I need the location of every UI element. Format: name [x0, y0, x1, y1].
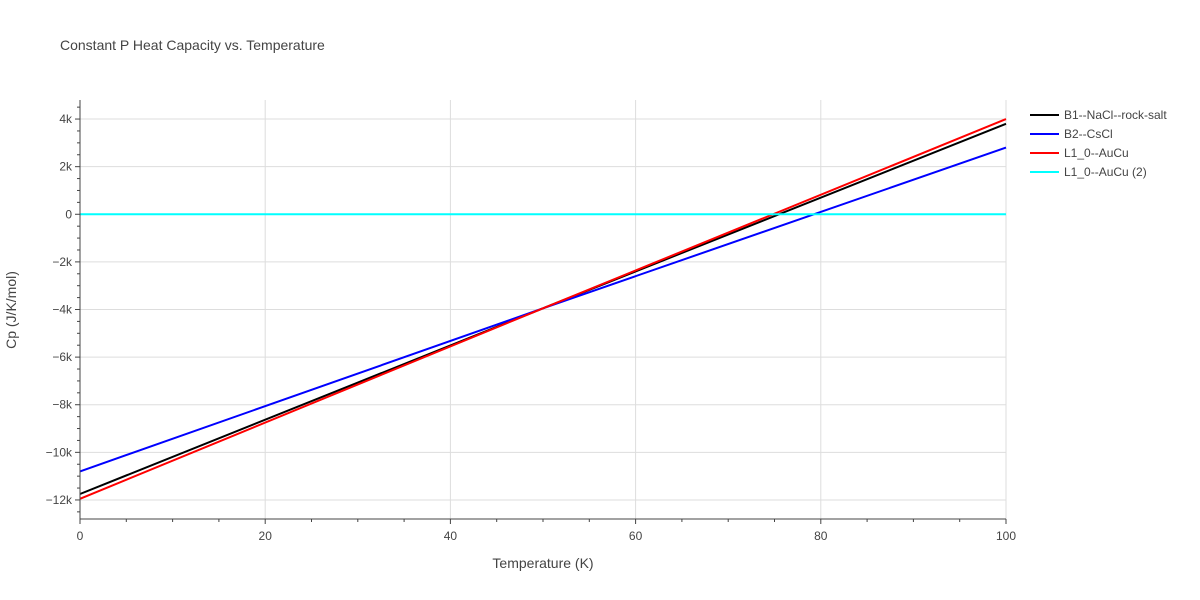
y-tick-label: −10k: [46, 445, 73, 459]
axes: 0 20 40 60 80 100 −12k −10k −8k −6k −4k −2k 0 2k 4k: [46, 100, 1016, 543]
x-tick-label: 60: [629, 529, 643, 543]
x-tick-label: 40: [444, 529, 458, 543]
legend-label: L1_0--AuCu: [1064, 146, 1129, 160]
series-line[interactable]: [79, 118, 1007, 500]
y-tick-label: −8k: [52, 398, 73, 412]
y-tick-label: −4k: [52, 303, 73, 317]
y-tick-label: −12k: [46, 493, 73, 507]
y-tick-label: −6k: [52, 350, 73, 364]
chart-title: Constant P Heat Capacity vs. Temperature: [60, 37, 325, 53]
legend-item[interactable]: B2--CsCl: [1030, 127, 1113, 141]
legend-item[interactable]: L1_0--AuCu: [1030, 146, 1129, 160]
y-axis-title: Cp (J/K/mol): [3, 271, 19, 349]
x-tick-label: 0: [77, 529, 84, 543]
y-tick-label: 2k: [59, 160, 73, 174]
y-tick-label: 4k: [59, 112, 73, 126]
x-tick-label: 20: [259, 529, 273, 543]
legend-item[interactable]: L1_0--AuCu (2): [1030, 165, 1147, 179]
x-axis-title: Temperature (K): [492, 555, 593, 571]
legend-label: B2--CsCl: [1064, 127, 1113, 141]
grid: [80, 100, 1007, 519]
x-tick-label: 100: [996, 529, 1016, 543]
legend-item[interactable]: B1--NaCl--rock-salt: [1030, 108, 1167, 122]
y-tick-label: 0: [65, 207, 72, 221]
legend[interactable]: B1--NaCl--rock-salt B2--CsCl L1_0--AuCu L1_…: [1030, 108, 1167, 179]
y-tick-label: −2k: [52, 255, 73, 269]
legend-label: L1_0--AuCu (2): [1064, 165, 1147, 179]
plot-area[interactable]: [79, 118, 1007, 500]
legend-label: B1--NaCl--rock-salt: [1064, 108, 1167, 122]
x-tick-label: 80: [814, 529, 828, 543]
